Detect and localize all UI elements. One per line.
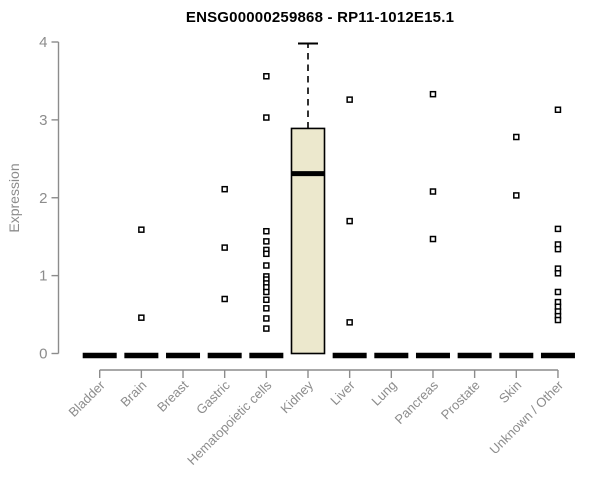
outlier-point xyxy=(554,106,562,114)
x-tick-label: Pancreas xyxy=(392,377,442,427)
x-tick-label: Lung xyxy=(368,378,399,409)
x-tick-label: Gastric xyxy=(193,377,233,417)
outlier-point xyxy=(221,244,228,251)
x-tick-label: Skin xyxy=(496,378,524,406)
outlier-point xyxy=(263,227,270,235)
outlier-point xyxy=(513,192,520,199)
y-axis-title: Expression xyxy=(6,163,22,233)
outlier-point xyxy=(263,325,270,332)
x-tick-label: Unknown / Other xyxy=(486,377,566,457)
outlier-point xyxy=(263,315,270,322)
zero-bar xyxy=(415,352,450,359)
outlier-point xyxy=(346,96,353,103)
outlier-point xyxy=(554,225,562,233)
zero-bar xyxy=(374,352,409,359)
zero-bar xyxy=(82,352,117,359)
y-tick-label: 0 xyxy=(39,346,47,363)
x-tick-label: Brain xyxy=(117,378,149,410)
y-tick-label: 2 xyxy=(39,190,47,207)
zero-bar xyxy=(457,352,492,359)
outlier-point xyxy=(263,73,270,80)
zero-bar xyxy=(332,352,367,359)
x-tick-label: Prostate xyxy=(438,378,483,423)
outlier-point xyxy=(429,90,437,98)
zero-bar xyxy=(124,352,159,359)
zero-bar xyxy=(540,352,575,359)
zero-bar xyxy=(499,352,534,359)
outlier-point xyxy=(263,262,270,269)
outlier-point xyxy=(554,270,562,277)
x-tick-label: Kidney xyxy=(277,377,316,416)
zero-bar xyxy=(207,352,242,359)
outlier-point xyxy=(263,305,270,312)
x-tick-label: Bladder xyxy=(66,377,109,420)
outlier-point xyxy=(138,226,145,233)
y-tick-label: 4 xyxy=(39,34,47,51)
x-tick-label: Breast xyxy=(154,377,191,414)
outlier-point xyxy=(554,288,562,296)
x-tick-label: Liver xyxy=(327,377,358,408)
chart-title: ENSG00000259868 - RP11-1012E15.1 xyxy=(185,9,455,26)
outlier-point xyxy=(263,288,270,296)
outlier-point xyxy=(263,250,270,258)
outlier-point xyxy=(429,235,437,243)
outlier-point xyxy=(138,314,145,321)
outlier-point xyxy=(429,188,437,195)
outlier-point xyxy=(554,316,562,324)
y-tick-label: 3 xyxy=(39,112,47,129)
outlier-point xyxy=(263,114,270,121)
outlier-point xyxy=(346,217,353,225)
zero-bar xyxy=(249,352,284,359)
outlier-point xyxy=(221,185,228,193)
outlier-point xyxy=(263,238,270,245)
outlier-point xyxy=(513,133,520,141)
outlier-point xyxy=(263,296,270,304)
outlier-point xyxy=(221,295,228,303)
y-tick-label: 1 xyxy=(39,268,47,285)
outlier-point xyxy=(346,319,353,326)
box-kidney xyxy=(290,127,326,355)
outlier-point xyxy=(554,245,562,253)
zero-bar xyxy=(166,352,201,359)
